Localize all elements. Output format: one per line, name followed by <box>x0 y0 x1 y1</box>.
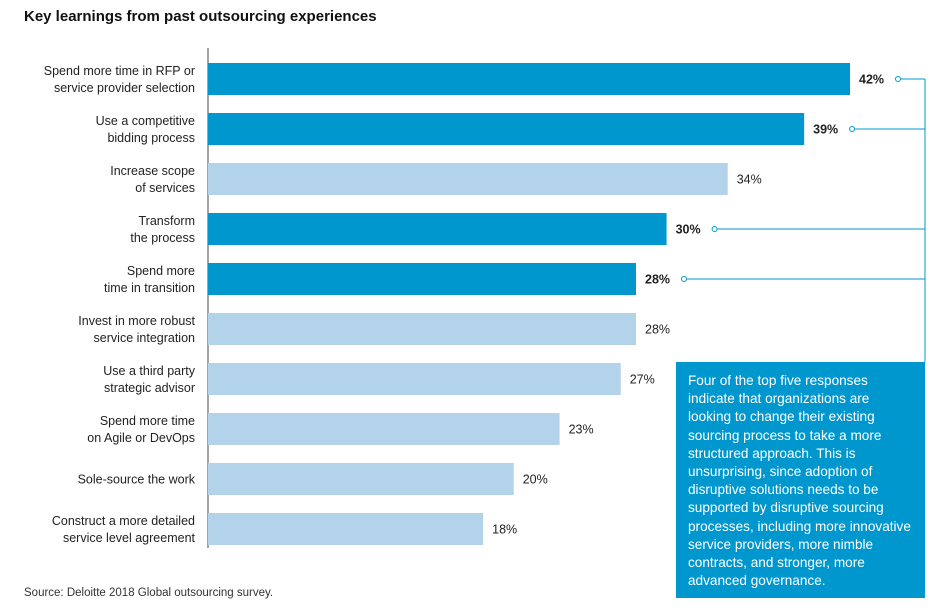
value-label: 23% <box>569 423 594 437</box>
bar <box>208 463 514 495</box>
category-label: Spend more time in transition <box>104 264 195 295</box>
bar <box>208 213 667 245</box>
category-label: Spend more time in RFP or service provide… <box>44 64 195 95</box>
category-label: Use a competitive bidding process <box>96 114 195 145</box>
bar <box>208 363 621 395</box>
bar <box>208 313 636 345</box>
category-label: Invest in more robust service integration <box>78 314 195 345</box>
value-label: 30% <box>676 223 701 237</box>
source-note: Source: Deloitte 2018 Global outsourcing… <box>24 587 274 599</box>
value-label: 28% <box>645 273 670 287</box>
value-label: 18% <box>492 523 517 537</box>
category-label: Increase scope of services <box>110 164 195 195</box>
bar <box>208 513 484 545</box>
connector-dot <box>849 126 856 132</box>
bar <box>208 263 636 295</box>
category-label: Transform the process <box>130 214 195 245</box>
category-label: Construct a more detailed service level a… <box>52 514 196 545</box>
value-label: 42% <box>859 73 884 87</box>
value-label: 28% <box>645 323 670 337</box>
connector-dot <box>895 76 901 82</box>
connector-dot <box>681 276 687 282</box>
callout-text: Four of the top five responses indicate … <box>688 373 911 589</box>
value-label: 27% <box>630 373 655 387</box>
value-label: 39% <box>813 123 838 137</box>
category-label: Sole-source the work <box>78 473 196 487</box>
category-label: Use a third party strategic advisor <box>103 364 195 395</box>
connector-dot <box>711 226 718 232</box>
callout-box: Four of the top five responses indicate … <box>676 362 925 598</box>
value-label: 34% <box>737 173 762 187</box>
category-label: Spend more time on Agile or DevOps <box>87 414 195 445</box>
bar <box>208 413 560 445</box>
bar <box>208 63 850 95</box>
chart-title: Key learnings from past outsourcing expe… <box>24 8 377 25</box>
value-label: 20% <box>523 473 548 487</box>
bar <box>208 113 805 145</box>
bar <box>208 163 728 195</box>
